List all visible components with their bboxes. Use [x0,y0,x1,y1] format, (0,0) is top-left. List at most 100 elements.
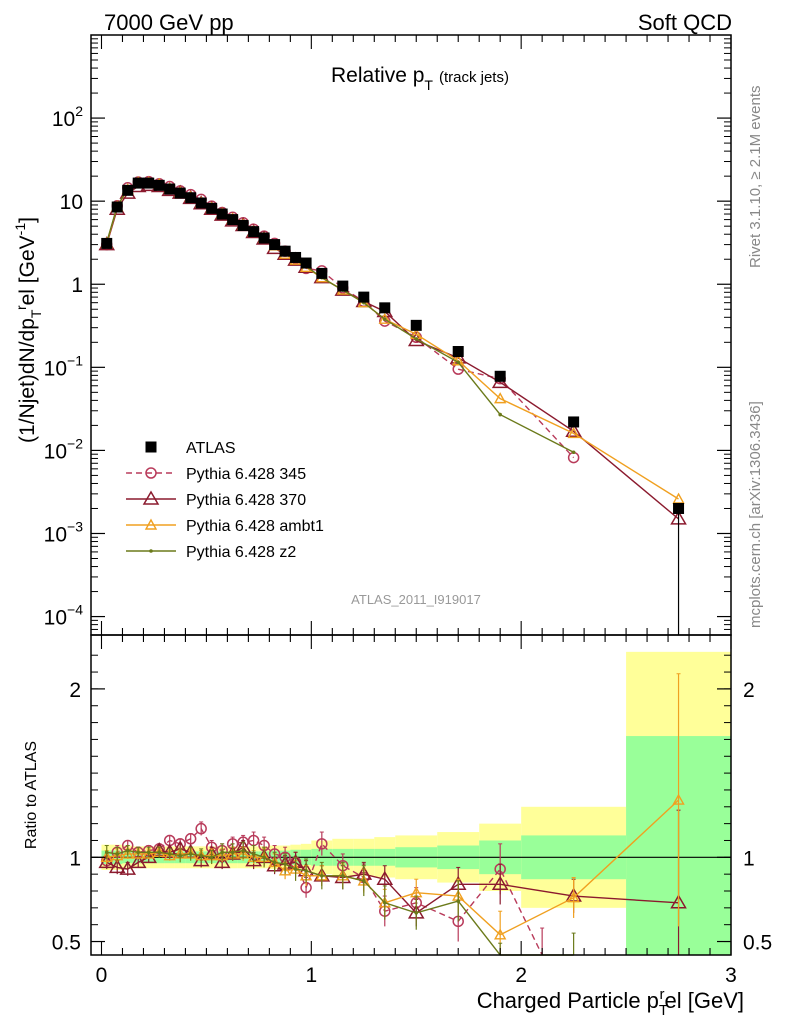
main-point-pythia-6-428-z2-25 [456,360,461,365]
main-line-pythia-6-428-z2 [106,181,574,453]
main-point-atlas-18 [290,251,302,263]
legend-label-pythia-6-428-345: Pythia 6.428 345 [186,466,306,483]
xtick-label-1: 1 [305,964,317,987]
ratio-frame [90,634,732,956]
ratio-point-pythia-6-428-z2-20 [320,874,324,878]
ratio-point-pythia-6-428-ambt1-26 [493,928,507,940]
ratio-ytick-label-1: 1 [69,847,81,870]
main-point-atlas-13 [237,219,249,231]
main-ytick-label-2: 10−2 [44,435,84,463]
main-ytick-label-3: 10−1 [44,352,84,380]
ratio-point-pythia-6-428-ambt1-27 [567,891,580,903]
main-point-pythia-6-428-z2-23 [382,317,387,321]
ratio-point-pythia-6-428-z2-16 [272,860,277,865]
main-point-atlas-23 [379,302,391,314]
main-point-atlas-7 [174,187,186,199]
ratio-point-pythia-6-428-z2-2 [125,848,130,853]
ratio-point-pythia-6-428-z2-15 [262,855,266,860]
main-ytick-label-1: 10−3 [44,518,84,546]
ratio-point-pythia-6-428-z2-14 [251,852,256,856]
ratio-point-pythia-6-428-345-9 [195,822,207,835]
main-point-pythia-6-428-ambt1-26 [493,392,507,404]
plot-title-main: Relative p [331,64,424,87]
main-point-atlas-12 [227,214,239,226]
ratio-ytick-label-r-0: 0.5 [743,932,772,955]
main-point-atlas-11 [216,208,228,220]
ratio-point-pythia-6-428-ambt1-6 [163,849,176,861]
ratio-ylabel: Ratio to ATLAS [23,741,40,849]
main-point-atlas-27 [568,416,580,428]
main-point-atlas-24 [410,319,422,331]
main-point-atlas-4 [143,177,155,189]
ratio-point-pythia-6-428-z2-8 [188,852,193,856]
main-point-atlas-14 [248,226,260,238]
ratio-point-pythia-6-428-z2-21 [341,874,345,878]
ratio-ytick-label-0: 0.5 [52,932,81,955]
ratio-point-pythia-6-428-z2-25 [456,899,461,903]
ratio-point-pythia-6-428-z2-23 [382,900,387,905]
main-point-pythia-6-428-z2-24 [414,337,419,341]
main-point-atlas-15 [258,232,270,244]
main-point-atlas-17 [279,245,291,257]
main-point-pythia-6-428-ambt1-23 [378,312,391,324]
ratio-point-pythia-6-428-z2-22 [361,879,366,883]
legend-marker-pythia-6-428-z2 [149,549,153,553]
main-point-atlas-2 [122,184,134,196]
main-point-atlas-25 [452,346,464,358]
legend-label-pythia-6-428-ambt1: Pythia 6.428 ambt1 [186,518,324,535]
ratio-point-pythia-6-428-z2-3 [136,850,141,855]
main-point-pythia-6-428-370-24 [407,332,425,347]
legend: ATLAS Pythia 6.428 345 Pythia 6.428 370 Pyt… [126,440,324,561]
ratio-panel-series [98,673,687,956]
ratio-point-pythia-6-428-z2-19 [304,868,308,873]
main-ytick-label-0: 10−4 [44,602,84,630]
ratio-point-pythia-6-428-z2-9 [199,853,203,858]
legend-marker-pythia-6-428-ambt1 [144,518,158,530]
main-ytick-label-5: 10 [60,191,83,214]
legend-label-pythia-6-428-370: Pythia 6.428 370 [186,492,306,509]
main-point-pythia-6-428-370-27 [565,422,582,438]
mcplots-note: mcplots.cern.ch [arXiv:1306.3436] [747,401,764,628]
ratio-point-pythia-6-428-ambt1-2 [121,847,134,859]
ratio-point-pythia-6-428-ambt1-28 [672,793,685,805]
main-point-atlas-1 [111,201,123,213]
analysis-id: ATLAS_2011_I919017 [351,592,481,607]
main-point-atlas-26 [494,370,506,382]
plot-title-extra: (track jets) [439,69,509,86]
legend-marker-pythia-6-428-370 [142,490,160,505]
main-point-atlas-10 [206,202,218,214]
plot-title-sub: T [424,77,433,93]
main-point-atlas-0 [101,237,113,249]
ratio-point-pythia-6-428-370-1 [108,858,126,874]
main-ytick-label-6: 102 [52,103,83,131]
ratio-point-pythia-6-428-z2-18 [293,867,298,871]
main-point-atlas-3 [132,177,144,189]
ratio-point-pythia-6-428-ambt1-17 [278,864,292,876]
ratio-point-pythia-6-428-z2-1 [115,852,120,856]
legend-marker-atlas [145,441,157,453]
main-point-pythia-6-428-z2-26 [498,412,502,417]
xtick-label-2: 2 [515,964,527,987]
main-point-atlas-8 [185,192,197,204]
main-point-pythia-6-428-ambt1-27 [567,427,580,439]
ratio-point-pythia-6-428-z2-7 [178,853,182,858]
ratio-point-pythia-6-428-z2-24 [414,911,419,915]
plot-title: Relative pT (track jets) [331,64,509,93]
main-point-atlas-22 [358,291,370,303]
ratio-point-pythia-6-428-z2-13 [241,848,245,853]
axes: 10−4 10−3 10−2 10−1 1 10 102 0 1 2 3 0.5 0.5 1 1 2 2 [44,34,772,987]
main-ytick-label-4: 1 [71,274,83,297]
main-point-pythia-6-428-z2-27 [571,450,576,455]
energy-title: 7000 GeV pp [104,10,234,35]
ratio-ytick-label-r-1: 1 [743,847,755,870]
category-title: Soft QCD [638,10,732,35]
ratio-point-pythia-6-428-370-26 [491,875,509,891]
xtick-label-0: 0 [96,964,108,987]
ratio-uncertainty-bands [91,651,731,955]
main-point-atlas-20 [316,267,328,279]
main-point-atlas-21 [337,280,349,292]
ratio-ytick-label-2: 2 [69,679,81,702]
ratio-point-pythia-6-428-z2-0 [104,850,109,855]
legend-marker-pythia-6-428-345 [145,467,157,479]
